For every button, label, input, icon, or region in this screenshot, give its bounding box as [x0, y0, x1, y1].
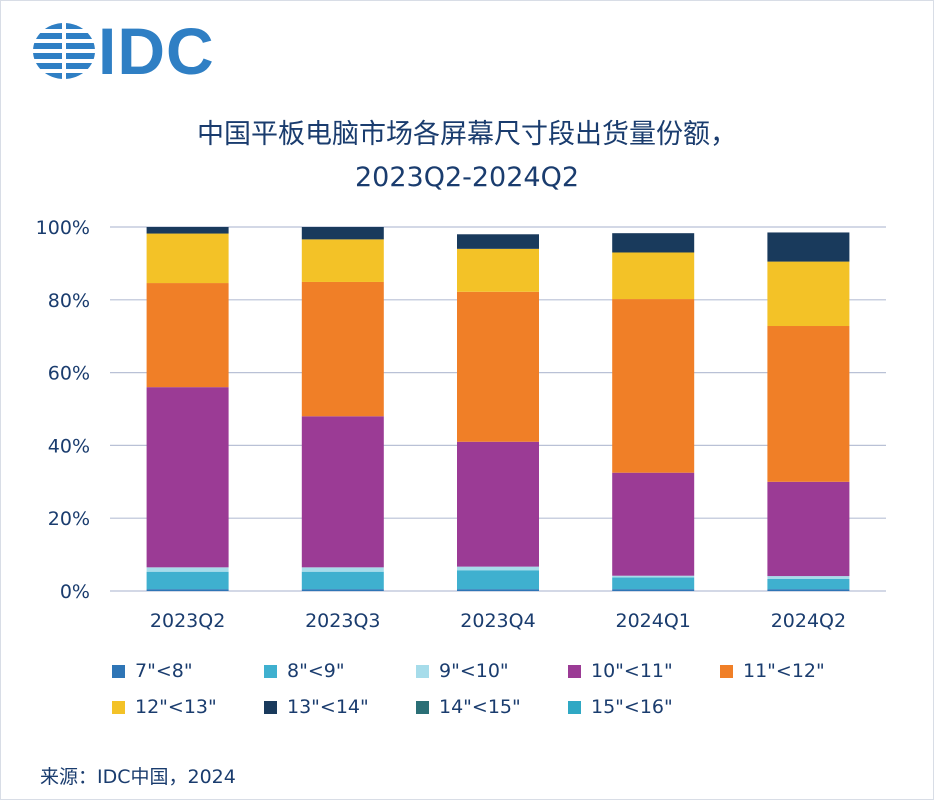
chart-subtitle: 2023Q2-2024Q2 [354, 162, 580, 193]
bar-segment [301, 416, 384, 568]
bar-segment [146, 283, 229, 388]
bar-segment [457, 248, 539, 292]
legend-swatch [416, 700, 429, 714]
legend-swatch [112, 664, 125, 678]
x-tick-label: 2023Q2 [150, 610, 225, 632]
bar-segment [301, 567, 384, 572]
y-tick-label: 60% [48, 363, 90, 385]
bar-segment [767, 261, 850, 327]
bar-segment [146, 227, 229, 234]
bar-segment [767, 232, 850, 262]
bar-segment [612, 233, 695, 253]
x-tick-label: 2024Q1 [615, 610, 690, 632]
legend-label: 12"<13" [135, 696, 217, 718]
legend-label: 8"<9" [287, 660, 345, 682]
bar-segment [146, 571, 229, 590]
source-note: 来源：IDC中国，2024 [40, 766, 236, 788]
x-tick-label: 2023Q4 [460, 610, 535, 632]
bar-segment [612, 472, 695, 576]
bar-segment [767, 578, 850, 590]
legend-swatch [264, 700, 277, 714]
legend-item: 11"<12" [720, 660, 872, 682]
bar-segment [767, 481, 850, 577]
legend-item: 14"<15" [416, 696, 568, 718]
bar-segment [457, 234, 539, 249]
bar-segment [612, 577, 695, 590]
legend-label: 13"<14" [287, 696, 369, 718]
legend-swatch [568, 664, 581, 678]
bar-segment [767, 589, 850, 591]
y-tick-label: 100% [36, 217, 90, 239]
bar-segment [301, 571, 384, 590]
legend-label: 10"<11" [591, 660, 673, 682]
idc-globe-logo-icon [33, 22, 95, 80]
chart-title: 中国平板电脑市场各屏幕尺寸段出货量份额， [197, 119, 737, 150]
bar-segment [457, 441, 539, 567]
y-tick-label: 0% [60, 581, 90, 603]
bar-segment [457, 570, 539, 590]
y-tick-label: 80% [48, 290, 90, 312]
bar-segment [146, 233, 229, 284]
bar-segment [301, 239, 384, 282]
legend-item: 12"<13" [112, 696, 264, 718]
bar-segment [612, 589, 695, 591]
bar-segment [301, 589, 384, 591]
idc-logo-text: IDC [98, 14, 215, 88]
bar-segment [146, 387, 229, 568]
y-tick-label: 20% [48, 508, 90, 530]
legend-label: 11"<12" [743, 660, 825, 682]
x-tick-label: 2023Q3 [305, 610, 380, 632]
legend-label: 14"<15" [439, 696, 521, 718]
bar-segment [301, 281, 384, 417]
bar-segment [301, 227, 384, 240]
bar-segment [457, 589, 539, 591]
bar-segment [767, 576, 850, 579]
chart-legend: 7"<8" 8"<9" 9"<10" 10"<11" 11"<12" 12"<13" 13"… [112, 660, 872, 718]
stacked-bar-chart: 0% 20% 40% 60% 80% 100% 2023Q2 2023Q3 2023Q4 2024… [36, 217, 886, 632]
legend-swatch [568, 700, 581, 714]
legend-item: 8"<9" [264, 660, 416, 682]
bar-segment [612, 299, 695, 473]
legend-label: 15"<16" [591, 696, 673, 718]
legend-item: 15"<16" [568, 696, 720, 718]
y-tick-label: 40% [48, 435, 90, 457]
bar-segment [612, 575, 695, 578]
bar-segment [146, 589, 229, 591]
bar-segment [457, 566, 539, 571]
bar-segment [767, 326, 850, 482]
bar-segment [612, 252, 695, 300]
bar-segment [146, 567, 229, 572]
x-tick-label: 2024Q2 [771, 610, 846, 632]
legend-item: 9"<10" [416, 660, 568, 682]
legend-label: 9"<10" [439, 660, 509, 682]
legend-item: 10"<11" [568, 660, 720, 682]
legend-item: 13"<14" [264, 696, 416, 718]
legend-swatch [720, 664, 733, 678]
bar-segment [457, 291, 539, 442]
legend-item: 7"<8" [112, 660, 264, 682]
legend-label: 7"<8" [135, 660, 193, 682]
legend-swatch [112, 700, 125, 714]
legend-swatch [416, 664, 429, 678]
legend-swatch [264, 664, 277, 678]
